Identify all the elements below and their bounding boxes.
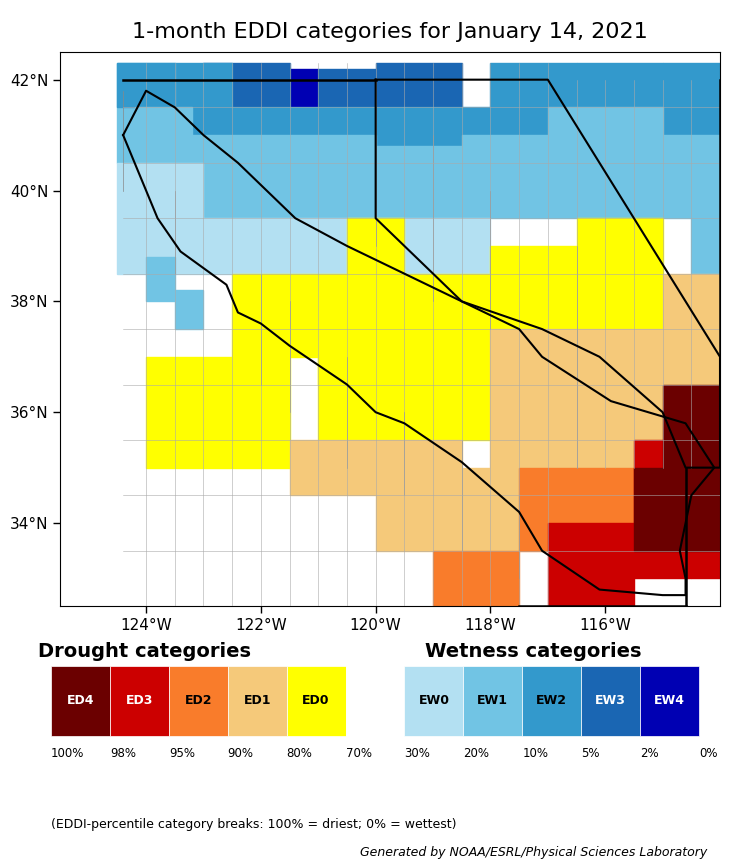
Bar — [290, 440, 376, 495]
Bar — [490, 246, 577, 329]
Text: 30%: 30% — [404, 747, 430, 760]
Bar — [577, 135, 692, 218]
Text: 20%: 20% — [464, 747, 489, 760]
Bar — [404, 274, 490, 357]
Bar — [318, 80, 347, 107]
Text: 80%: 80% — [286, 747, 313, 760]
Bar — [548, 107, 605, 163]
Text: 95%: 95% — [169, 747, 195, 760]
Text: ED4: ED4 — [67, 695, 94, 708]
Bar — [433, 551, 519, 606]
FancyBboxPatch shape — [640, 666, 699, 736]
FancyBboxPatch shape — [110, 666, 169, 736]
FancyBboxPatch shape — [581, 666, 640, 736]
Text: Wetness categories: Wetness categories — [425, 643, 642, 662]
Text: 5%: 5% — [581, 747, 600, 760]
FancyBboxPatch shape — [464, 666, 522, 736]
Text: ED2: ED2 — [184, 695, 212, 708]
Bar — [232, 68, 318, 124]
Text: 10%: 10% — [522, 747, 548, 760]
Text: 0%: 0% — [699, 747, 718, 760]
Bar — [232, 357, 290, 468]
Bar — [605, 468, 692, 551]
Text: (EDDI-percentile category breaks: 100% = driest; 0% = wettest): (EDDI-percentile category breaks: 100% =… — [51, 818, 457, 830]
Bar — [347, 218, 404, 274]
Bar — [577, 218, 662, 329]
Bar — [692, 440, 720, 551]
FancyBboxPatch shape — [522, 666, 581, 736]
Bar — [261, 119, 290, 146]
Bar — [175, 290, 203, 329]
Bar — [634, 468, 692, 551]
Bar — [519, 468, 605, 551]
Text: 100%: 100% — [51, 747, 84, 760]
Bar — [692, 440, 720, 578]
FancyBboxPatch shape — [286, 666, 346, 736]
Text: EW1: EW1 — [477, 695, 508, 708]
Bar — [692, 135, 720, 274]
Bar — [175, 135, 261, 218]
Bar — [433, 329, 519, 440]
Title: 1-month EDDI categories for January 14, 2021: 1-month EDDI categories for January 14, … — [132, 22, 648, 42]
Bar — [577, 63, 662, 135]
Bar — [376, 440, 462, 551]
Text: ED1: ED1 — [244, 695, 271, 708]
Text: ED3: ED3 — [126, 695, 153, 708]
FancyBboxPatch shape — [51, 666, 110, 736]
Bar — [318, 274, 404, 385]
Bar — [376, 63, 404, 107]
FancyBboxPatch shape — [169, 666, 228, 736]
Bar — [118, 63, 175, 107]
Bar — [203, 63, 290, 107]
Bar — [134, 107, 192, 146]
Text: EW3: EW3 — [596, 695, 626, 708]
Bar — [662, 63, 720, 135]
Bar — [232, 107, 376, 135]
Bar — [692, 468, 720, 551]
Bar — [318, 357, 433, 440]
Bar — [290, 218, 404, 274]
Text: 90%: 90% — [228, 747, 254, 760]
Bar — [404, 63, 462, 107]
Bar — [662, 274, 720, 468]
Bar — [462, 135, 577, 218]
Bar — [146, 257, 175, 301]
Bar — [634, 440, 692, 578]
Bar — [146, 357, 232, 468]
Bar — [404, 218, 490, 274]
Bar — [490, 63, 577, 135]
Bar — [232, 274, 318, 357]
Bar — [577, 329, 662, 468]
Text: EW2: EW2 — [536, 695, 567, 708]
Bar — [490, 329, 577, 468]
Bar — [318, 68, 376, 135]
Bar — [203, 218, 290, 274]
Text: 2%: 2% — [640, 747, 658, 760]
Bar — [662, 385, 720, 468]
Bar — [462, 468, 519, 551]
Bar — [118, 63, 175, 163]
Text: 70%: 70% — [346, 747, 371, 760]
Text: 98%: 98% — [110, 747, 136, 760]
Text: EW4: EW4 — [654, 695, 685, 708]
Bar — [261, 135, 376, 218]
Bar — [376, 146, 462, 218]
Text: Generated by NOAA/ESRL/Physical Sciences Laboratory: Generated by NOAA/ESRL/Physical Sciences… — [360, 845, 707, 859]
Text: Drought categories: Drought categories — [38, 643, 251, 662]
FancyBboxPatch shape — [346, 666, 404, 736]
Text: ED0: ED0 — [302, 695, 330, 708]
Bar — [175, 63, 232, 135]
Bar — [605, 107, 662, 163]
Bar — [118, 163, 203, 274]
Bar — [376, 107, 490, 146]
FancyBboxPatch shape — [228, 666, 286, 736]
Text: EW0: EW0 — [419, 695, 449, 708]
Bar — [548, 523, 634, 606]
FancyBboxPatch shape — [404, 666, 464, 736]
